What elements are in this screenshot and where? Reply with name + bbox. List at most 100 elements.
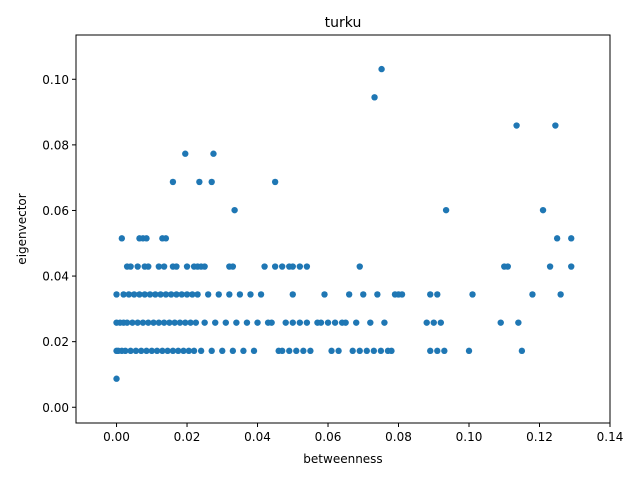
data-point-86 (328, 347, 335, 355)
data-point-14 (130, 291, 138, 298)
y-tick-label: 0.10 (42, 73, 69, 87)
data-point-164 (182, 150, 189, 157)
data-point-151 (356, 263, 363, 270)
data-point-101 (381, 319, 388, 326)
data-point-48 (190, 347, 198, 355)
y-axis-label: eigenvector (15, 193, 29, 264)
data-point-44 (183, 291, 191, 298)
data-point-115 (465, 347, 473, 355)
data-point-160 (196, 178, 203, 186)
data-point-137 (183, 263, 191, 270)
data-point-60 (229, 347, 237, 355)
y-tick-label: 0.02 (42, 335, 69, 349)
data-point-119 (518, 347, 526, 355)
data-point-0 (113, 375, 120, 382)
data-point-38 (173, 291, 180, 298)
data-point-84 (321, 291, 328, 298)
data-point-33 (164, 347, 171, 355)
data-point-77 (293, 347, 300, 355)
data-point-90 (342, 319, 349, 326)
data-point-56 (215, 291, 222, 298)
x-tick-label: 0.02 (174, 430, 201, 444)
data-point-80 (303, 319, 311, 326)
data-point-79 (300, 347, 307, 355)
data-point-51 (197, 347, 205, 355)
data-point-158 (539, 206, 547, 214)
data-point-167 (371, 94, 378, 101)
data-point-120 (529, 291, 536, 298)
y-tick-label: 0.06 (42, 204, 69, 218)
data-point-129 (143, 235, 150, 242)
data-point-26 (152, 291, 159, 298)
data-point-43 (182, 319, 189, 326)
data-point-150 (303, 263, 311, 270)
data-point-121 (557, 291, 564, 298)
data-points (113, 65, 575, 382)
data-point-39 (175, 347, 182, 355)
data-point-130 (145, 263, 152, 270)
x-tick-label: 0.08 (385, 430, 412, 444)
data-point-41 (178, 291, 185, 298)
data-point-148 (289, 263, 296, 270)
data-point-93 (353, 319, 360, 326)
data-point-112 (434, 347, 441, 355)
data-point-111 (434, 291, 441, 298)
data-point-68 (257, 291, 265, 298)
data-point-12 (127, 347, 134, 355)
data-point-169 (513, 122, 520, 129)
data-point-87 (331, 319, 339, 326)
data-point-66 (250, 347, 258, 355)
chart-title: turku (325, 15, 362, 31)
data-point-63 (240, 347, 247, 355)
data-point-16 (134, 319, 141, 326)
data-point-34 (166, 319, 173, 326)
x-tick-label: 0.00 (103, 430, 130, 444)
data-point-95 (360, 291, 367, 298)
data-point-24 (148, 347, 155, 355)
data-point-163 (271, 178, 279, 186)
data-point-107 (423, 319, 430, 326)
data-point-59 (226, 291, 233, 298)
x-axis-label: betweenness (303, 452, 382, 466)
data-point-52 (201, 319, 208, 326)
data-point-96 (363, 347, 370, 355)
x-tick-label: 0.06 (315, 430, 342, 444)
data-point-45 (185, 347, 192, 355)
data-point-32 (162, 291, 170, 298)
data-point-144 (261, 263, 268, 270)
data-point-99 (374, 291, 381, 298)
data-point-23 (146, 291, 154, 298)
data-point-70 (268, 319, 275, 326)
data-point-106 (398, 291, 406, 298)
data-point-29 (157, 291, 164, 298)
data-point-37 (171, 319, 178, 326)
data-point-162 (231, 206, 238, 214)
data-point-170 (552, 122, 559, 129)
x-tick-label: 0.14 (597, 430, 624, 444)
data-point-146 (279, 263, 286, 270)
data-point-85 (324, 319, 332, 326)
data-point-61 (233, 319, 240, 326)
data-point-125 (134, 263, 141, 270)
data-point-88 (335, 347, 342, 355)
data-point-109 (427, 291, 434, 298)
data-point-81 (307, 347, 314, 355)
data-point-42 (180, 347, 187, 355)
data-point-136 (173, 263, 180, 270)
data-point-28 (155, 319, 163, 326)
data-point-7 (120, 291, 127, 298)
data-point-53 (204, 291, 212, 298)
data-point-31 (160, 319, 168, 326)
data-point-10 (123, 319, 131, 326)
data-point-22 (145, 319, 152, 326)
data-point-20 (141, 291, 148, 298)
data-point-3 (113, 291, 120, 298)
y-axis-ticks: 0.00 0.02 0.04 0.06 0.08 0.10 (42, 73, 76, 415)
data-point-25 (150, 319, 157, 326)
data-point-143 (229, 263, 237, 270)
data-point-98 (370, 347, 378, 355)
plot-frame (75, 34, 611, 424)
data-point-83 (317, 319, 325, 326)
